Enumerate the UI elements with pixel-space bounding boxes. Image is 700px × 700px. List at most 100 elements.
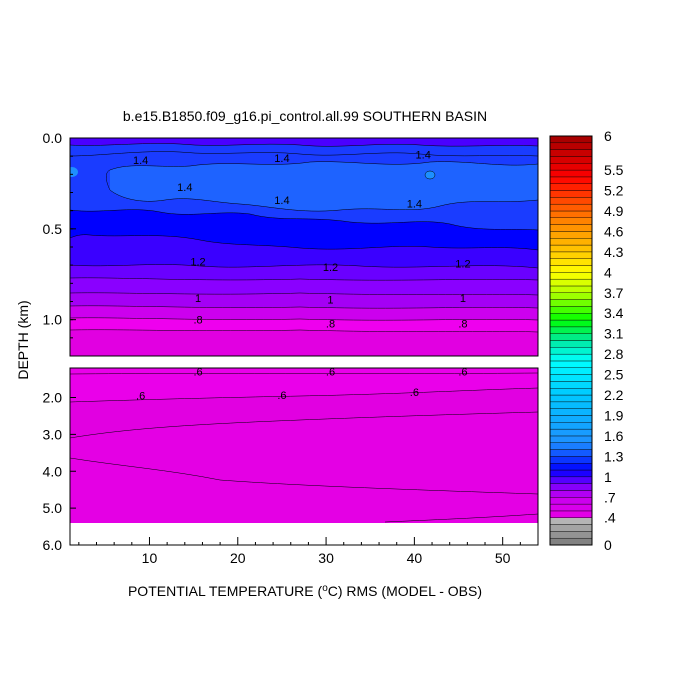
- colorbar-swatch: [549, 292, 593, 300]
- contour-label: .6: [458, 367, 467, 379]
- contour-line: [70, 305, 538, 309]
- colorbar-swatch: [549, 190, 593, 198]
- y-tick-label: 1.0: [43, 312, 63, 328]
- colorbar-swatch: [549, 428, 593, 437]
- colorbar-swatch: [549, 456, 593, 464]
- y-tick-label: 5.0: [43, 500, 63, 516]
- colorbar-tick-label: 2.8: [604, 346, 624, 362]
- colorbar-swatch: [549, 285, 593, 293]
- colorbar-swatch: [549, 476, 593, 484]
- colorbar-swatch: [549, 442, 593, 450]
- colorbar-swatch: [549, 415, 593, 423]
- contour-label: .8: [193, 315, 202, 327]
- y-tick-label: 6.0: [43, 537, 63, 553]
- colorbar-swatch: [549, 401, 593, 409]
- contour-line: [70, 292, 538, 296]
- contour-line: [70, 372, 538, 375]
- colorbar-swatch: [549, 524, 593, 532]
- contour-line: [424, 170, 436, 180]
- colorbar-tick-label: 5.5: [604, 162, 624, 178]
- contour-line: [70, 151, 538, 157]
- contour-line: [70, 264, 538, 269]
- colorbar-tick-label: 6: [604, 128, 612, 144]
- colorbar-swatch: [549, 531, 593, 539]
- contour-label: .6: [410, 387, 419, 399]
- colorbar-swatch: [549, 278, 593, 287]
- colorbar-tick-label: 4.6: [604, 223, 624, 239]
- x-tick-label: 50: [495, 550, 511, 566]
- colorbar-tick-label: 4.3: [604, 244, 624, 260]
- x-axis: 10 20 30 40 50: [78, 537, 539, 566]
- colorbar-tick-label: 5.2: [604, 183, 624, 199]
- colorbar-swatch: [549, 435, 593, 443]
- colorbar-swatch: [549, 183, 593, 191]
- contour-line: [70, 329, 538, 333]
- colorbar-frame: [549, 135, 593, 546]
- contour-labels: 1.4 1.4 1.4 1.4 1.4 1.4 1.2 1.2 1.2 1 1 1 .8 .8 .8 .6 .6…: [133, 149, 471, 402]
- y-tick-label: 0.0: [43, 130, 63, 146]
- colorbar-tick-label: 1: [604, 469, 612, 485]
- x-tick-label: 30: [318, 550, 334, 566]
- colorbar-swatch: [549, 176, 593, 184]
- y-tick-label: 4.0: [43, 463, 63, 479]
- colorbar-swatch: [549, 238, 593, 246]
- lower-panel: [69, 367, 539, 546]
- colorbar-swatch: [549, 503, 593, 512]
- colorbar-swatch: [549, 388, 593, 396]
- colorbar-swatch: [549, 360, 593, 368]
- colorbar-tick-label: 3.7: [604, 285, 624, 301]
- contour-label: 1.4: [416, 149, 431, 161]
- contour-label: .6: [326, 367, 335, 379]
- x-axis-label: POTENTIAL TEMPERATURE (oC) RMS (MODEL - …: [128, 583, 482, 599]
- y-axis-label: DEPTH (km): [15, 300, 31, 379]
- contour-line: [70, 457, 538, 495]
- colorbar-swatch: [549, 381, 593, 389]
- contour-label: .6: [277, 390, 286, 402]
- colorbar-swatch: [549, 367, 593, 375]
- colorbar-swatch: [549, 408, 593, 416]
- colorbar-swatch: [549, 231, 593, 239]
- colorbar-swatch: [549, 347, 593, 355]
- contour-line: [109, 189, 538, 212]
- contour-label: 1: [460, 293, 466, 305]
- colorbar-swatch: [549, 463, 593, 471]
- colorbar-swatch: [549, 272, 593, 280]
- contour-label: .8: [458, 318, 467, 330]
- colorbar-swatch: [549, 299, 593, 307]
- colorbar-tick-label: 4: [604, 264, 612, 280]
- colorbar-swatch: [549, 258, 593, 266]
- colorbar-tick-label: .7: [604, 489, 616, 505]
- colorbar-tick-label: 0: [604, 537, 612, 553]
- colorbar-swatch: [549, 353, 593, 362]
- colorbar-swatch: [549, 210, 593, 219]
- colorbar-swatch: [549, 156, 593, 164]
- colorbar-tick-label: 1.9: [604, 407, 624, 423]
- colorbar-swatch: [549, 319, 593, 328]
- fill-band-0.55: [70, 412, 538, 523]
- fill-band-0.6: [70, 368, 538, 402]
- colorbar-swatch: [549, 490, 593, 498]
- contour-label: 1.2: [455, 258, 470, 270]
- colorbar-swatch: [549, 483, 593, 491]
- colorbar-swatch: [549, 497, 593, 505]
- contour-label: 1.2: [323, 262, 338, 274]
- colorbar-swatch: [549, 265, 593, 273]
- x-tick-label: 10: [142, 550, 158, 566]
- colorbar-swatch: [549, 510, 593, 518]
- colorbar-swatch: [549, 149, 593, 157]
- colorbar-swatch: [549, 333, 593, 341]
- colorbar: 0 .4 .7 1 1.3 1.6 1.9 2.2 2.5 2.8 3.1 3.4 3.7 4 4.3 4.6…: [549, 128, 624, 553]
- y-axis: 0.0 0.5 1.0 2.0 3.0 4.0 5.0 6.0: [43, 130, 76, 553]
- colorbar-swatch: [549, 537, 593, 546]
- contour-label: 1.4: [133, 155, 148, 167]
- fill-spot-1.5: [425, 171, 435, 179]
- colorbar-tick-label: 2.5: [604, 367, 624, 383]
- colorbar-swatch: [549, 422, 593, 430]
- colorbar-swatch: [549, 469, 593, 478]
- contour-label: 1.4: [274, 153, 289, 165]
- colorbar-swatch: [549, 142, 593, 150]
- contour-label: 1.4: [274, 195, 289, 207]
- colorbar-swatch: [549, 517, 593, 525]
- colorbar-swatch: [549, 313, 593, 321]
